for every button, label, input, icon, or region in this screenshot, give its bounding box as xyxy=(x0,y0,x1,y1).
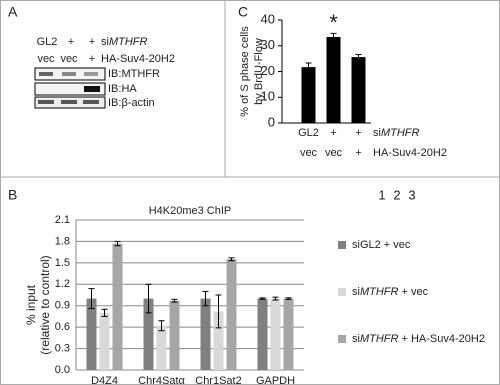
bar xyxy=(351,57,366,123)
bar xyxy=(156,325,167,370)
bar xyxy=(143,298,154,370)
lane-label: GL2 xyxy=(37,36,58,48)
bar xyxy=(112,243,123,370)
panel-letter: C xyxy=(238,4,248,20)
x-row-name-part: HA-Suv4-20H2 xyxy=(373,147,447,159)
probe-label: IB:HA xyxy=(108,83,137,95)
legend-label-part: MTHFR xyxy=(360,333,399,345)
y-axis-label: % of S phase cells xyxy=(239,26,251,117)
band xyxy=(62,72,76,76)
condition-label-part: MTHFR xyxy=(109,36,148,48)
y-tick-label: 2.1 xyxy=(55,214,70,226)
legend-label: siMTHFR + HA-Suv4-20H2 xyxy=(352,333,485,345)
annotation: * xyxy=(329,10,338,35)
y-tick-label: 1.8 xyxy=(55,235,70,247)
band xyxy=(84,72,98,76)
y-tick-label: 0.0 xyxy=(55,364,70,376)
legend-label-part: si xyxy=(352,333,360,345)
x-tick-label: D4Z4 xyxy=(91,375,118,385)
y-tick-label: 0.9 xyxy=(55,300,70,312)
bar xyxy=(226,259,237,370)
legend-swatch xyxy=(338,241,346,249)
bar xyxy=(200,298,211,370)
bar xyxy=(283,298,294,370)
bar xyxy=(326,36,341,124)
x-row-name: HA-Suv4-20H2 xyxy=(373,147,447,159)
legend-label-part: MTHFR xyxy=(360,286,399,298)
y-tick-label: 0.6 xyxy=(55,321,70,333)
lane-label: vec xyxy=(37,53,55,65)
legend-number: 3 xyxy=(408,187,415,202)
x-row-name-part: si xyxy=(373,127,381,139)
lane-label: + xyxy=(89,53,95,65)
band xyxy=(61,100,77,104)
panel-letter: A xyxy=(8,4,18,20)
probe-label: IB:MTHFR xyxy=(108,68,160,80)
band xyxy=(84,86,100,92)
x-tick-label: GAPDH xyxy=(256,375,295,385)
x-tick-label: vec xyxy=(325,147,343,159)
x-row-name-part: MTHFR xyxy=(381,127,420,139)
western-blot xyxy=(34,67,106,109)
x-tick-label: GL2 xyxy=(298,127,319,139)
chart-title: H4K20me3 ChIP xyxy=(149,205,232,217)
legend-label-part: + vec xyxy=(398,286,428,298)
bar xyxy=(213,311,224,370)
lane-label: + xyxy=(68,36,74,48)
band xyxy=(39,72,53,76)
x-tick-label: Chr4Satα xyxy=(138,375,185,385)
legend-label: siGL2 + vec xyxy=(352,239,411,251)
x-row-name: siMTHFR xyxy=(373,127,419,139)
y-tick-label: 0 xyxy=(268,114,275,129)
condition-label: HA-Suv4-20H2 xyxy=(101,53,175,65)
legend-swatch xyxy=(338,335,346,343)
y-axis-label: by BrdU-Flow xyxy=(253,38,265,105)
lane-label: + xyxy=(89,36,95,48)
legend-label-part: siGL2 + vec xyxy=(352,239,411,251)
y-tick-label: 20 xyxy=(261,63,275,78)
y-tick-label: 10 xyxy=(261,89,275,104)
y-tick-label: 40 xyxy=(261,11,275,26)
y-tick-label: 0.3 xyxy=(55,342,70,354)
y-tick-label: 1.5 xyxy=(55,257,70,269)
y-axis-label: % input xyxy=(24,284,38,325)
panel-letter: B xyxy=(8,187,17,203)
legend-swatch xyxy=(338,288,346,296)
legend-number: 1 xyxy=(378,187,385,202)
x-tick-label: Chr1Sat2 xyxy=(195,375,241,385)
legend-label-part: si xyxy=(352,286,360,298)
condition-label: siMTHFR xyxy=(101,36,147,48)
bar xyxy=(270,298,281,370)
bar xyxy=(86,298,97,370)
y-tick-label: 1.2 xyxy=(55,278,70,290)
bar xyxy=(301,67,316,123)
condition-label-part: si xyxy=(101,36,109,48)
legend-label: siMTHFR + vec xyxy=(352,286,429,298)
probe-label: IB:β-actin xyxy=(108,97,155,109)
lane-label: vec xyxy=(60,53,78,65)
condition-label-part: HA-Suv4-20H2 xyxy=(101,53,175,65)
bar xyxy=(169,300,180,370)
band xyxy=(83,100,99,104)
bar xyxy=(257,298,268,370)
x-tick-label: vec xyxy=(300,147,318,159)
legend-label-part: + HA-Suv4-20H2 xyxy=(398,333,485,345)
legend-number: 2 xyxy=(393,187,400,202)
y-tick-label: 30 xyxy=(261,37,275,52)
bar xyxy=(99,312,110,370)
band xyxy=(38,100,54,104)
x-tick-label: + xyxy=(355,127,361,139)
y-axis-label: (relative to control) xyxy=(38,255,52,354)
x-tick-label: + xyxy=(355,147,361,159)
x-tick-label: + xyxy=(330,127,336,139)
